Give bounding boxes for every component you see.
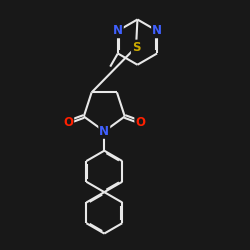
Text: N: N: [113, 24, 123, 37]
Text: S: S: [132, 40, 140, 54]
Text: O: O: [63, 116, 73, 129]
Text: N: N: [152, 24, 162, 37]
Text: O: O: [135, 116, 145, 129]
Text: N: N: [99, 125, 109, 138]
